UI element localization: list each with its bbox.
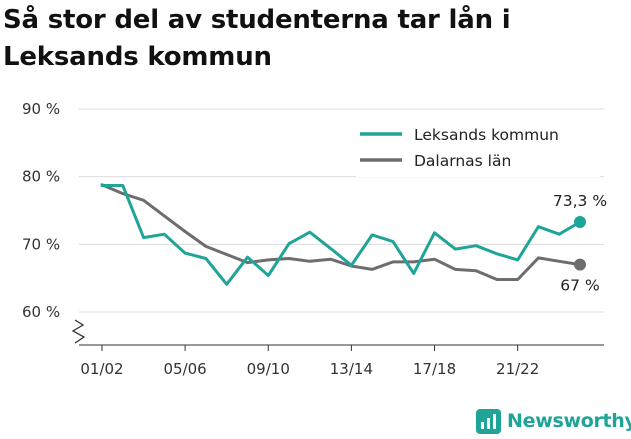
x-tick-label: 09/10 bbox=[247, 360, 290, 378]
y-tick-label: 90 % bbox=[22, 100, 60, 118]
chart-title: Så stor del av studenterna tar lån i Lek… bbox=[3, 5, 511, 72]
x-tick-label: 17/18 bbox=[413, 360, 456, 378]
series-end-label: 67 % bbox=[560, 277, 599, 295]
legend-label: Leksands kommun bbox=[414, 126, 559, 144]
y-axis-break bbox=[71, 319, 86, 344]
x-tick-label: 01/02 bbox=[80, 360, 123, 378]
series-line-leksands-kommun bbox=[100, 184, 582, 286]
series-line-dalarnas-län bbox=[100, 183, 582, 281]
series-end-point bbox=[574, 258, 586, 271]
y-tick-label: 70 % bbox=[22, 235, 60, 253]
series-end-label: 73,3 % bbox=[553, 192, 607, 210]
brand-logo: Newsworthy bbox=[476, 405, 631, 437]
x-axis: 01/02 05/06 09/10 13/14 17/18 21/22 bbox=[79, 344, 604, 378]
x-tick-label: 13/14 bbox=[330, 360, 373, 378]
brand-name: Newsworthy bbox=[507, 410, 631, 432]
newsworthy-logo-icon bbox=[476, 408, 501, 434]
legend-label: Dalarnas län bbox=[414, 152, 511, 170]
x-tick-label: 05/06 bbox=[164, 360, 207, 378]
legend: Leksands kommun Dalarnas län bbox=[356, 119, 600, 177]
y-axis-ticks: 60 % 70 % 80 % 90 % bbox=[22, 100, 86, 344]
legend-box bbox=[356, 119, 600, 177]
y-tick-label: 80 % bbox=[22, 168, 60, 186]
series-lines: 73,3 % 67 % bbox=[100, 183, 607, 295]
series-end-point bbox=[574, 216, 586, 229]
x-tick-label: 21/22 bbox=[496, 360, 539, 378]
y-tick-label: 60 % bbox=[22, 303, 60, 321]
